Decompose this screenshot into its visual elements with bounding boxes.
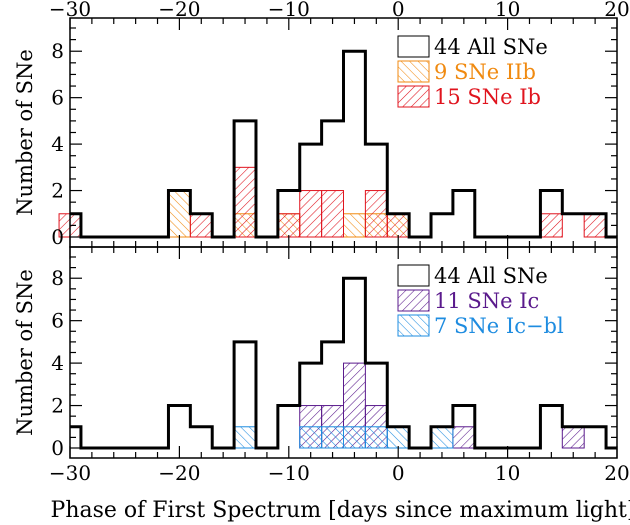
bar-sne-ic-bl — [430, 426, 454, 449]
y-tick-label: 0 — [51, 225, 64, 249]
legend-swatch — [397, 60, 430, 83]
y-tick-label: 0 — [51, 436, 64, 460]
top-panel: 0 2 4 6 8 −30 −20 −10 0 10 20 Number of SNe 44 All S… — [13, 0, 630, 249]
bar-sne-ib — [539, 213, 563, 238]
y-tick-label: 6 — [51, 309, 64, 333]
x-tick-label-top: 20 — [604, 0, 629, 21]
y-axis-label: Number of SNe — [13, 49, 37, 216]
all-sne-step-line — [70, 276, 617, 450]
bar-sne-ib — [189, 213, 213, 238]
legend-label: 44 All SNe — [434, 35, 548, 59]
bar-sne-ic-bl — [386, 426, 410, 449]
legend-label: 11 SNe Ic — [434, 289, 539, 313]
legend-swatch — [397, 85, 430, 108]
bar-sne-ib — [364, 190, 388, 238]
x-tick-label-bottom: 20 — [604, 461, 629, 485]
x-axis-label: Phase of First Spectrum [days since maxi… — [51, 498, 630, 523]
legend-swatch — [397, 264, 430, 287]
bar-sne-ib — [583, 213, 607, 238]
bar-sne-ib — [233, 166, 257, 238]
bar-sne-ib — [299, 190, 323, 238]
all-sne-step-line — [70, 49, 617, 239]
x-tick-label-bottom: −20 — [158, 461, 200, 485]
y-tick-label: 8 — [51, 266, 64, 290]
legend-swatch — [397, 314, 430, 337]
bar-sne-ic — [452, 426, 476, 449]
x-tick-label-bottom: −10 — [268, 461, 310, 485]
legend-swatch — [397, 35, 430, 58]
y-tick-label: 4 — [51, 351, 64, 375]
bar-sne-ib — [386, 213, 410, 238]
x-tick-label-top: 10 — [495, 0, 520, 21]
x-tick-label-bottom: 10 — [495, 461, 520, 485]
bar-sne-ic — [561, 426, 585, 449]
legend-label: 9 SNe IIb — [434, 60, 536, 84]
legend-label: 15 SNe Ib — [434, 85, 541, 109]
bar-sne-ic-bl — [321, 426, 344, 449]
bar-sne-ic-bl — [364, 426, 388, 449]
x-tick-label-top: −30 — [49, 0, 91, 21]
bar-sne-ic-bl — [299, 426, 323, 449]
bar-sne-ib — [277, 213, 301, 238]
y-tick-label: 4 — [51, 132, 64, 156]
x-tick-label-top: 0 — [392, 0, 405, 21]
y-tick-label: 2 — [51, 179, 64, 203]
legend-label: 7 SNe Ic−bl — [434, 314, 564, 338]
y-tick-label: 8 — [51, 39, 64, 63]
x-tick-label-bottom: 0 — [392, 461, 405, 485]
bar-sne-ic-bl — [343, 426, 366, 449]
bottom-panel: 0 2 4 6 8 −30 −20 −10 0 10 20 Number of SNe 44 All S… — [13, 246, 630, 485]
bar-sne-ic-bl — [233, 426, 257, 449]
x-tick-label-bottom: −30 — [49, 461, 91, 485]
y-axis-label: Number of SNe — [13, 269, 37, 436]
bar-sne-ib — [321, 190, 344, 238]
y-tick-label: 2 — [51, 394, 64, 418]
x-tick-label-top: −20 — [158, 0, 200, 21]
bar-sne-iib — [167, 190, 191, 238]
legend-swatch — [397, 289, 430, 312]
y-tick-label: 6 — [51, 86, 64, 110]
x-tick-label-top: −10 — [268, 0, 310, 21]
legend-label: 44 All SNe — [434, 264, 548, 288]
bar-sne-iib — [343, 213, 366, 238]
